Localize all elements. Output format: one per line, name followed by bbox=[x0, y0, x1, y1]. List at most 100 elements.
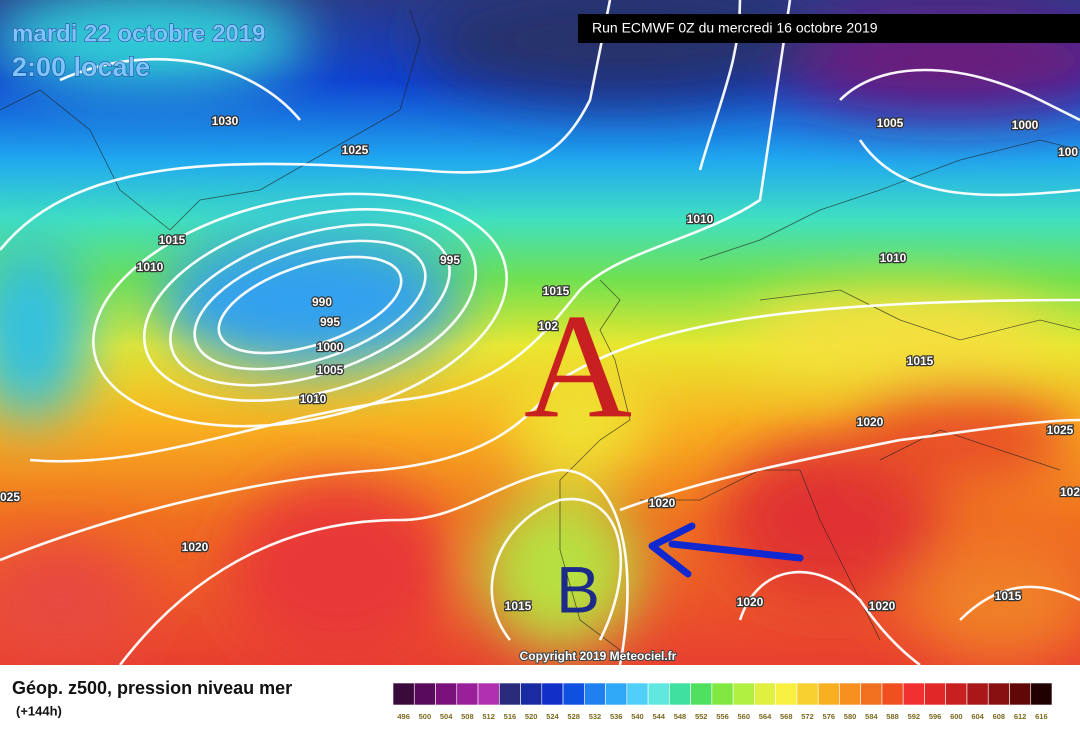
scale-label: 576 bbox=[823, 712, 836, 721]
scale-swatch bbox=[732, 682, 755, 706]
isobar-label: 1005 bbox=[317, 363, 344, 377]
scale-swatch bbox=[966, 682, 989, 706]
scale-label: 544 bbox=[652, 712, 665, 721]
copyright: Copyright 2019 Meteociel.fr bbox=[520, 649, 677, 663]
isobar-label: 1015 bbox=[543, 284, 570, 298]
scale-label: 564 bbox=[759, 712, 772, 721]
isobar-label: 1010 bbox=[137, 260, 164, 274]
isobar-label: 1010 bbox=[880, 251, 907, 265]
scale-label: 532 bbox=[589, 712, 602, 721]
scale-swatch bbox=[477, 682, 500, 706]
scale-swatch bbox=[584, 682, 606, 706]
scale-swatch bbox=[541, 682, 564, 706]
footer-title: Géop. z500, pression niveau mer bbox=[12, 678, 292, 698]
scale-label: 512 bbox=[482, 712, 495, 721]
footer-lead: (+144h) bbox=[16, 703, 62, 718]
color-field bbox=[0, 0, 1080, 660]
run-info: Run ECMWF 0Z du mercredi 16 octobre 2019 bbox=[592, 20, 878, 36]
isobar-label: 1010 bbox=[300, 392, 327, 406]
scale-label: 608 bbox=[993, 712, 1006, 721]
scale-swatch bbox=[945, 682, 968, 706]
scale-label: 592 bbox=[908, 712, 921, 721]
scale-label: 556 bbox=[716, 712, 729, 721]
forecast-date: mardi 22 octobre 2019 bbox=[12, 20, 265, 47]
scale-swatch bbox=[817, 682, 840, 706]
scale-swatch bbox=[690, 682, 713, 706]
isobar-label: 995 bbox=[320, 315, 340, 329]
scale-label: 600 bbox=[950, 712, 963, 721]
scale-label: 560 bbox=[738, 712, 751, 721]
scale-swatch bbox=[839, 682, 861, 706]
scale-swatch bbox=[605, 682, 628, 706]
isobar-label: 1000 bbox=[1012, 118, 1039, 132]
isobar-label: 1025 bbox=[342, 143, 369, 157]
scale-label: 580 bbox=[844, 712, 857, 721]
scale-swatch bbox=[413, 682, 436, 706]
isobar-label: 995 bbox=[440, 253, 460, 267]
isobar-label: 1025 bbox=[1047, 423, 1074, 437]
scale-swatch bbox=[456, 682, 479, 706]
scale-swatch bbox=[1030, 682, 1053, 706]
scale-label: 572 bbox=[801, 712, 814, 721]
high-marker: A bbox=[524, 283, 632, 449]
forecast-time: 2:00 locale bbox=[12, 52, 150, 82]
scale-label: 524 bbox=[546, 712, 559, 721]
scale-swatch bbox=[1009, 682, 1032, 706]
scale-swatch bbox=[860, 682, 883, 706]
scale-swatch bbox=[796, 682, 819, 706]
isobar-label: 1005 bbox=[877, 116, 904, 130]
scale-label: 568 bbox=[780, 712, 793, 721]
isobar-label: 1010 bbox=[687, 212, 714, 226]
scale-label: 596 bbox=[929, 712, 942, 721]
scale-label: 536 bbox=[610, 712, 623, 721]
scale-swatch bbox=[626, 682, 649, 706]
isobar-label: 1015 bbox=[907, 354, 934, 368]
scale-label: 520 bbox=[525, 712, 538, 721]
scale-swatch bbox=[902, 682, 925, 706]
scale-label: 604 bbox=[971, 712, 984, 721]
isobar-label: 1030 bbox=[212, 114, 239, 128]
isobar-label: 1020 bbox=[649, 496, 676, 510]
scale-label: 504 bbox=[440, 712, 453, 721]
scale-label: 496 bbox=[397, 712, 410, 721]
scale-label: 528 bbox=[567, 712, 580, 721]
scale-swatch bbox=[647, 682, 670, 706]
coastlines bbox=[0, 9, 1080, 651]
scale-swatch bbox=[754, 682, 776, 706]
isobar-label: 1015 bbox=[995, 589, 1022, 603]
scale-label: 500 bbox=[419, 712, 432, 721]
isobar-label: 990 bbox=[312, 295, 332, 309]
scale-label: 584 bbox=[865, 712, 878, 721]
scale-label: 508 bbox=[461, 712, 474, 721]
isobars bbox=[0, 0, 1080, 665]
scale-swatch bbox=[711, 682, 734, 706]
scale-label: 616 bbox=[1035, 712, 1048, 721]
isobar-label: 1015 bbox=[159, 233, 186, 247]
isobar-label: 025 bbox=[0, 490, 20, 504]
scale-label: 548 bbox=[674, 712, 687, 721]
scale-swatch bbox=[498, 682, 521, 706]
scale-swatch bbox=[881, 682, 904, 706]
scale-swatch bbox=[775, 682, 798, 706]
low-marker: B bbox=[556, 552, 600, 626]
isobar-label: 1020 bbox=[737, 595, 764, 609]
color-scale: 496 500 504 508 512 516 520 524 528 532 536 540 544 5… bbox=[392, 682, 1053, 721]
isobar-label: 1015 bbox=[505, 599, 532, 613]
isobar-label: 1020 bbox=[857, 415, 884, 429]
scale-swatch bbox=[435, 682, 458, 706]
scale-label: 540 bbox=[631, 712, 644, 721]
map-area: A B 1030 1025 1015 1010 995 990 995 1000 1005 101… bbox=[0, 0, 1080, 665]
isobar-label: 1020 bbox=[869, 599, 896, 613]
run-box bbox=[578, 14, 1080, 43]
isobar-label: 1020 bbox=[182, 540, 209, 554]
scale-label: 516 bbox=[504, 712, 517, 721]
scale-swatch bbox=[520, 682, 543, 706]
isobar-label: 100 bbox=[1058, 145, 1078, 159]
isobar-labels: 1030 1025 1015 1010 995 990 995 1000 1005 1010 101… bbox=[0, 113, 1080, 615]
scale-label: 552 bbox=[695, 712, 708, 721]
isobar-label: 102 bbox=[538, 319, 558, 333]
scale-swatch bbox=[924, 682, 947, 706]
scale-label: 588 bbox=[886, 712, 899, 721]
